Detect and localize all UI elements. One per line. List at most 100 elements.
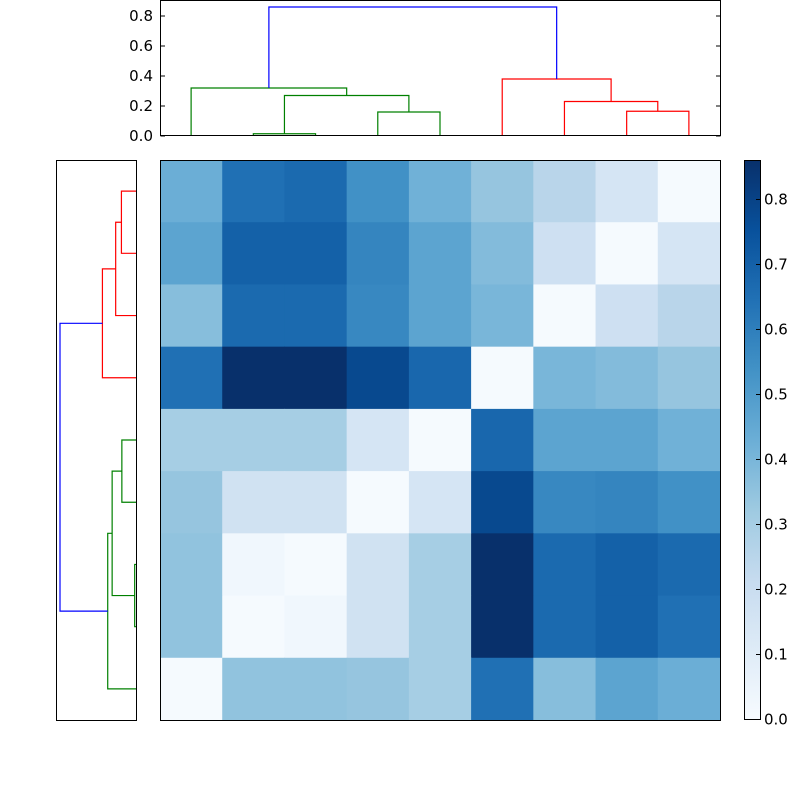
heatmap-cell (222, 408, 286, 472)
heatmap-cell (657, 160, 721, 223)
colorbar (744, 160, 761, 720)
heatmap-cell (533, 222, 597, 286)
y-tick-label: 0.4 (129, 67, 153, 85)
dendrogram-link (111, 470, 135, 597)
heatmap-cell (408, 595, 472, 659)
heatmap-cell (222, 222, 286, 286)
dendrogram-link (134, 563, 136, 628)
heatmap-cell (471, 222, 534, 286)
heatmap-cell (657, 657, 721, 721)
heatmap-cell (471, 471, 534, 534)
heatmap-cell (533, 408, 597, 472)
heatmap-cell (533, 533, 597, 597)
heatmap-cell (222, 595, 286, 659)
colorbar-tick-label: 0.7 (764, 256, 788, 274)
heatmap-cell (222, 657, 286, 721)
heatmap-cell (471, 657, 534, 721)
heatmap-cell (346, 533, 410, 597)
heatmap-cell (284, 471, 348, 534)
y-tick-label: 0.8 (129, 7, 153, 25)
heatmap-cell (284, 346, 348, 410)
heatmap-cell (533, 657, 597, 721)
heatmap-cell (284, 408, 348, 472)
heatmap-cell (657, 284, 721, 348)
heatmap-cell (471, 408, 534, 472)
colorbar-tick-label: 0.5 (764, 386, 788, 404)
heatmap-cell (346, 222, 410, 286)
heatmap-cell (471, 284, 534, 348)
y-tick-label: 0.2 (129, 97, 153, 115)
heatmap-cell (471, 160, 534, 223)
heatmap-cell (222, 284, 286, 348)
heatmap-cell (657, 471, 721, 534)
heatmap-cell (160, 595, 223, 659)
heatmap-cell (284, 160, 348, 223)
heatmap-cell (160, 346, 223, 410)
heatmap-cell (533, 471, 597, 534)
heatmap-cell (284, 657, 348, 721)
dendrogram-link (626, 110, 690, 136)
colorbar-tick-label: 0.4 (764, 451, 788, 469)
heatmap-cell (160, 222, 223, 286)
heatmap-cell (346, 284, 410, 348)
heatmap-cell (595, 408, 659, 472)
dendrogram-link (121, 439, 136, 503)
heatmap-cell (284, 222, 348, 286)
heatmap-cell (408, 471, 472, 534)
heatmap-cell (408, 346, 472, 410)
dendrogram-link (59, 322, 108, 612)
heatmap-cell (346, 346, 410, 410)
dendrogram-link (101, 268, 136, 379)
colorbar-tick-label: 0.1 (764, 646, 788, 664)
heatmap-cell (595, 284, 659, 348)
dendrogram-link (501, 78, 612, 136)
heatmap-cell (595, 346, 659, 410)
heatmap-cell (222, 160, 286, 223)
heatmap (160, 160, 721, 721)
left-dendrogram (59, 190, 136, 690)
heatmap-cell (408, 222, 472, 286)
colorbar-axis: 0.0 0.1 0.2 0.3 0.4 0.5 0.6 0.7 0.8 (756, 191, 788, 729)
dendrogram-link (107, 532, 136, 690)
heatmap-cell (222, 533, 286, 597)
heatmap-cell (160, 284, 223, 348)
heatmap-cell (657, 346, 721, 410)
heatmap-cell (408, 657, 472, 721)
heatmap-cell (284, 284, 348, 348)
heatmap-cell (408, 160, 472, 223)
heatmap-cell (346, 408, 410, 472)
heatmap-cell (595, 657, 659, 721)
heatmap-cell (657, 595, 721, 659)
colorbar-tick-label: 0.2 (764, 581, 788, 599)
heatmap-cell (408, 284, 472, 348)
heatmap-cell (657, 408, 721, 472)
heatmap-cell (657, 222, 721, 286)
dendrogram-link (563, 100, 659, 136)
heatmap-cell (471, 346, 534, 410)
dendrogram-link (120, 190, 136, 254)
heatmap-cell (408, 533, 472, 597)
heatmap-cell (471, 533, 534, 597)
colorbar-tick-label: 0.0 (764, 711, 788, 729)
heatmap-cell (222, 471, 286, 534)
heatmap-cell (408, 408, 472, 472)
heatmap-cell (160, 160, 223, 223)
dendrogram-link (268, 6, 558, 88)
colorbar-tick-label: 0.3 (764, 516, 788, 534)
heatmap-cell (346, 595, 410, 659)
dendrogram-link (283, 94, 410, 134)
heatmap-cell (533, 346, 597, 410)
heatmap-cell (533, 284, 597, 348)
dendrogram-link (115, 221, 136, 317)
heatmap-cell (533, 160, 597, 223)
heatmap-cell (595, 222, 659, 286)
heatmap-cell (160, 408, 223, 472)
top-dendrogram (190, 6, 690, 136)
heatmap-cell (346, 471, 410, 534)
dendrogram-link (377, 111, 441, 136)
top-dendrogram-y-axis: 0.0 0.2 0.4 0.6 0.8 (129, 7, 721, 145)
heatmap-cell (346, 160, 410, 223)
heatmap-cell (595, 160, 659, 223)
heatmap-cell (471, 595, 534, 659)
